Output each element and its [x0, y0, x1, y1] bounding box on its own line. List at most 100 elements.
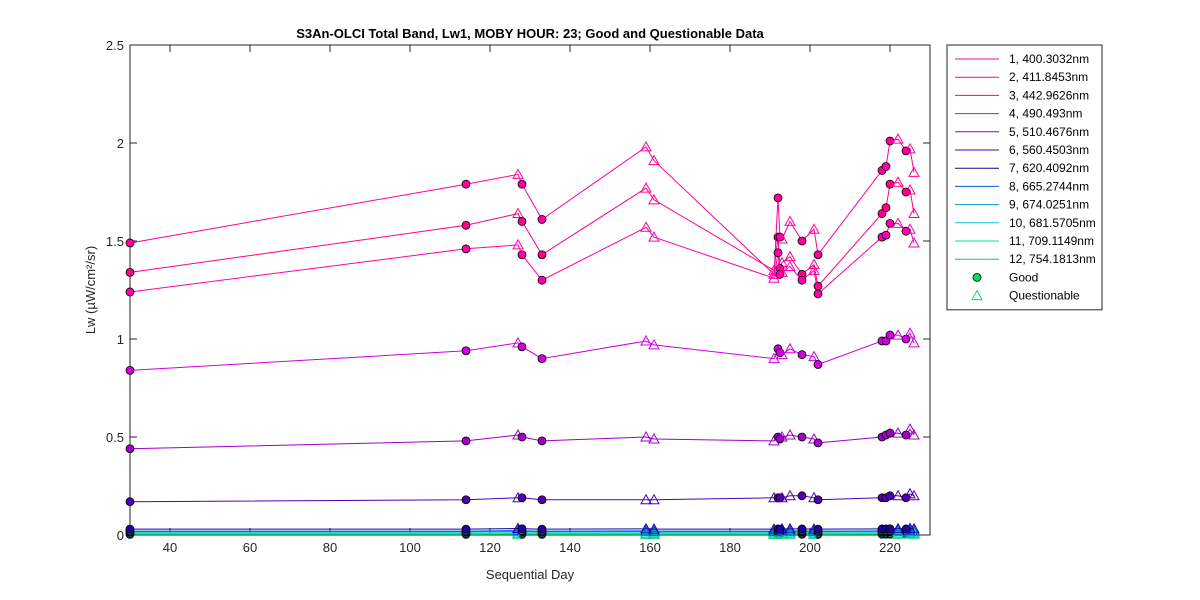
y-axis-label: Lw (µW/cm²/sr) — [83, 246, 98, 334]
data-point-questionable — [808, 350, 820, 362]
data-point-questionable — [784, 522, 796, 534]
legend-entry: 5, 510.4676nm — [1009, 125, 1089, 139]
x-tick-label: 160 — [639, 540, 661, 555]
data-point-questionable — [892, 524, 904, 536]
data-point-good — [517, 342, 527, 352]
data-point-questionable — [908, 236, 920, 248]
data-point-good — [461, 436, 471, 446]
data-point-questionable — [892, 176, 904, 187]
axes-box — [129, 44, 931, 536]
data-point-good — [881, 203, 891, 213]
data-point-good — [797, 524, 807, 534]
data-point-questionable — [808, 258, 820, 270]
data-point-questionable — [892, 522, 904, 534]
y-tick-label: 0.5 — [106, 430, 124, 445]
data-point-good — [537, 436, 547, 446]
data-point-questionable — [648, 154, 660, 166]
legend: 1, 400.3032nm 2, 411.8453nm 3, 442.9626nm 4… — [946, 44, 1103, 311]
data-point-questionable — [776, 266, 788, 277]
data-point-questionable — [648, 338, 660, 350]
data-point-questionable — [808, 223, 820, 234]
data-point-questionable — [776, 491, 788, 503]
data-point-questionable — [512, 238, 524, 250]
data-point-good — [461, 179, 471, 189]
x-tick-label: 220 — [879, 540, 901, 555]
chart-title: S3An-OLCI Total Band, Lw1, MOBY HOUR: 23… — [296, 26, 764, 41]
data-point-questionable — [776, 348, 788, 360]
data-point-good — [797, 350, 807, 360]
data-point-questionable — [640, 221, 652, 232]
data-point-good — [885, 136, 895, 146]
data-point-questionable — [908, 522, 920, 534]
x-tick-label: 120 — [479, 540, 501, 555]
legend-entry: 8, 665.2744nm — [1009, 179, 1089, 193]
data-point-good — [517, 250, 527, 260]
legend-marker-good — [972, 272, 982, 282]
data-point-good — [125, 365, 135, 375]
data-point-questionable — [904, 223, 916, 234]
data-point-questionable — [648, 525, 660, 536]
y-tick-label: 1.5 — [106, 234, 124, 249]
data-point-questionable — [640, 182, 652, 193]
data-point-good — [813, 524, 823, 534]
data-point-questionable — [908, 166, 920, 177]
data-point-good — [517, 179, 527, 189]
data-point-questionable — [640, 493, 652, 505]
x-tick-label: 60 — [243, 540, 257, 555]
data-point-good — [885, 428, 895, 438]
data-point-questionable — [892, 329, 904, 340]
data-point-good — [517, 524, 527, 534]
legend-entry: 9, 674.0251nm — [1009, 198, 1089, 212]
data-point-good — [885, 524, 895, 534]
legend-entry: Good — [1009, 270, 1038, 284]
x-tick-label: 140 — [559, 540, 581, 555]
data-point-good — [885, 330, 895, 340]
data-point-good — [461, 244, 471, 254]
data-point-questionable — [892, 427, 904, 438]
data-point-good — [461, 495, 471, 505]
data-point-questionable — [768, 272, 780, 283]
data-point-good — [881, 230, 891, 240]
data-point-questionable — [648, 493, 660, 505]
data-point-questionable — [640, 522, 652, 534]
x-tick-label: 100 — [399, 540, 421, 555]
data-point-good — [881, 162, 891, 171]
legend-marker-questionable — [971, 289, 983, 301]
data-point-questionable — [784, 489, 796, 501]
legend-entry: Questionable — [1009, 289, 1080, 303]
data-point-questionable — [892, 133, 904, 144]
legend-entry: 12, 754.1813nm — [1009, 252, 1096, 266]
data-point-questionable — [784, 215, 796, 226]
data-point-good — [461, 524, 471, 534]
y-tick-label: 2.5 — [106, 38, 124, 53]
data-point-good — [537, 354, 547, 364]
data-point-questionable — [784, 429, 796, 440]
data-point-good — [125, 444, 135, 454]
data-point-questionable — [904, 142, 916, 154]
data-point-good — [813, 289, 823, 299]
data-point-good — [773, 193, 783, 203]
data-point-good — [461, 220, 471, 230]
legend-entry: 3, 442.9626nm — [1009, 88, 1089, 102]
data-point-good — [517, 432, 527, 442]
legend-entry: 10, 681.5705nm — [1009, 216, 1096, 230]
data-point-questionable — [784, 260, 796, 271]
data-point-good — [461, 346, 471, 356]
y-tick-label: 0 — [117, 528, 124, 543]
data-point-good — [125, 238, 135, 248]
legend-entry: 11, 709.1149nm — [1009, 234, 1094, 248]
data-point-good — [125, 287, 135, 297]
data-point-good — [885, 491, 895, 501]
data-point-questionable — [784, 524, 796, 536]
data-point-questionable — [648, 231, 660, 242]
data-point-questionable — [776, 430, 788, 442]
x-tick-label: 80 — [323, 540, 337, 555]
data-point-good — [125, 497, 135, 507]
data-point-questionable — [892, 489, 904, 501]
data-point-questionable — [640, 524, 652, 536]
data-point-good — [125, 267, 135, 277]
x-axis-label: Sequential Day — [486, 567, 575, 582]
x-tick-label: 40 — [163, 540, 177, 555]
y-tick-label: 2 — [117, 136, 124, 151]
data-point-good — [813, 495, 823, 505]
